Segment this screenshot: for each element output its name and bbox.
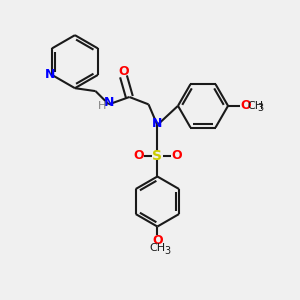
Text: N: N [103,96,114,110]
Text: H: H [98,101,106,111]
Text: O: O [133,149,143,162]
Text: O: O [171,149,182,162]
Text: CH: CH [248,101,264,111]
Text: 3: 3 [164,246,170,256]
Text: CH: CH [149,243,165,253]
Text: S: S [152,149,162,163]
Text: O: O [241,99,251,112]
Text: O: O [118,64,129,78]
Text: 3: 3 [257,103,263,113]
Text: O: O [152,234,163,247]
Text: N: N [45,68,56,81]
Text: N: N [152,117,163,130]
